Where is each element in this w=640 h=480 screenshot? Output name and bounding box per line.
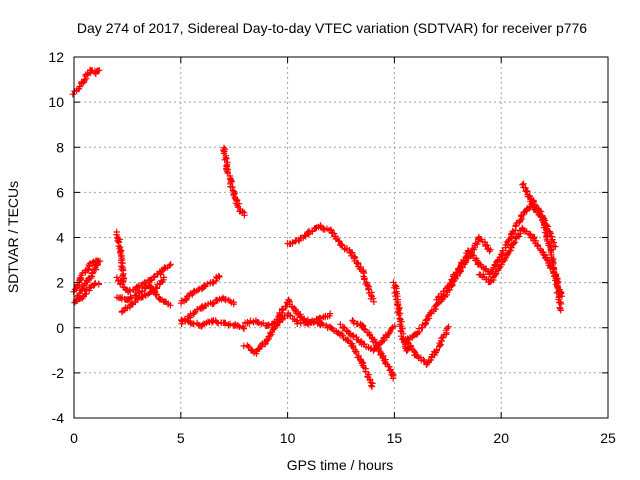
- series-arc-10: [178, 316, 248, 332]
- data-point-markers: [475, 234, 494, 255]
- data-point-markers: [114, 237, 125, 260]
- series-arc-8: [177, 272, 223, 307]
- x-tick-label: 10: [280, 430, 296, 446]
- data-point-markers: [156, 261, 174, 277]
- chart-data-points: [69, 66, 566, 390]
- y-tick-label: 12: [48, 49, 64, 65]
- series-arc-15: [294, 316, 376, 390]
- chart-tick-labels: 0 5 10 15 20 25 -4 -2 0 2 4 6 8 10 12: [48, 49, 616, 446]
- data-point-markers: [360, 267, 377, 305]
- series-arc-6: [113, 282, 174, 309]
- data-point-markers: [548, 256, 565, 314]
- series-arc-17: [349, 317, 397, 382]
- data-point-markers: [529, 233, 548, 258]
- series-arc-11: [220, 144, 248, 219]
- data-point-markers: [284, 311, 301, 325]
- series-arc-22: [476, 224, 566, 300]
- data-point-markers: [285, 296, 302, 318]
- data-point-markers: [231, 321, 248, 332]
- x-tick-label: 0: [70, 430, 78, 446]
- series-arc-16: [337, 321, 398, 354]
- y-axis-label: SDTVAR / TECUs: [5, 181, 21, 293]
- data-point-markers: [236, 208, 248, 219]
- data-point-markers: [92, 67, 103, 78]
- series-arc-14: [284, 222, 377, 305]
- data-point-markers: [390, 279, 403, 312]
- data-point-markers: [423, 347, 440, 368]
- series-arc-18: [390, 279, 415, 355]
- x-tick-label: 25: [600, 430, 616, 446]
- data-point-markers: [348, 249, 367, 275]
- data-point-markers: [487, 261, 505, 285]
- data-point-markers: [90, 279, 102, 289]
- y-tick-label: 4: [56, 230, 64, 246]
- x-axis-label: GPS time / hours: [287, 457, 394, 473]
- y-tick-label: 8: [56, 139, 64, 155]
- data-point-markers: [220, 144, 231, 173]
- data-point-markers: [177, 291, 196, 307]
- series-arc-13: [242, 296, 334, 330]
- data-point-markers: [508, 224, 526, 249]
- chart-grid: [74, 57, 608, 418]
- y-tick-label: -2: [52, 365, 65, 381]
- x-tick-label: 5: [177, 430, 185, 446]
- data-point-markers: [150, 274, 168, 295]
- data-point-markers: [526, 192, 538, 213]
- data-point-markers: [508, 212, 526, 238]
- chart-ticks: [73, 56, 609, 419]
- data-point-markers: [220, 295, 237, 308]
- series-arc-2: [70, 257, 104, 304]
- data-point-markers: [156, 296, 174, 309]
- data-point-markers: [316, 310, 334, 322]
- y-tick-label: 0: [56, 320, 64, 336]
- data-point-markers: [486, 253, 505, 278]
- data-point-markers: [209, 272, 223, 287]
- data-point-markers: [519, 180, 533, 200]
- data-point-markers: [252, 338, 269, 355]
- data-point-markers: [337, 321, 357, 339]
- y-tick-label: 10: [48, 94, 64, 110]
- data-point-markers: [381, 323, 398, 344]
- data-point-markers: [498, 243, 515, 268]
- x-tick-label: 20: [493, 430, 509, 446]
- series-arc-23: [519, 180, 565, 314]
- data-point-markers: [394, 306, 407, 343]
- series-arc-3: [71, 279, 102, 306]
- y-tick-label: 2: [56, 275, 64, 291]
- data-point-markers: [359, 321, 376, 342]
- y-tick-label: 6: [56, 184, 64, 200]
- series-arc-7: [118, 274, 168, 316]
- chart-title: Day 274 of 2017, Sidereal Day-to-day VTE…: [77, 20, 587, 36]
- data-point-markers: [433, 323, 452, 354]
- data-point-markers: [294, 316, 312, 327]
- data-point-markers: [358, 360, 376, 390]
- data-point-markers: [379, 355, 397, 382]
- series-arc-5: [113, 261, 174, 296]
- x-tick-label: 15: [387, 430, 403, 446]
- y-tick-label: -4: [52, 410, 65, 426]
